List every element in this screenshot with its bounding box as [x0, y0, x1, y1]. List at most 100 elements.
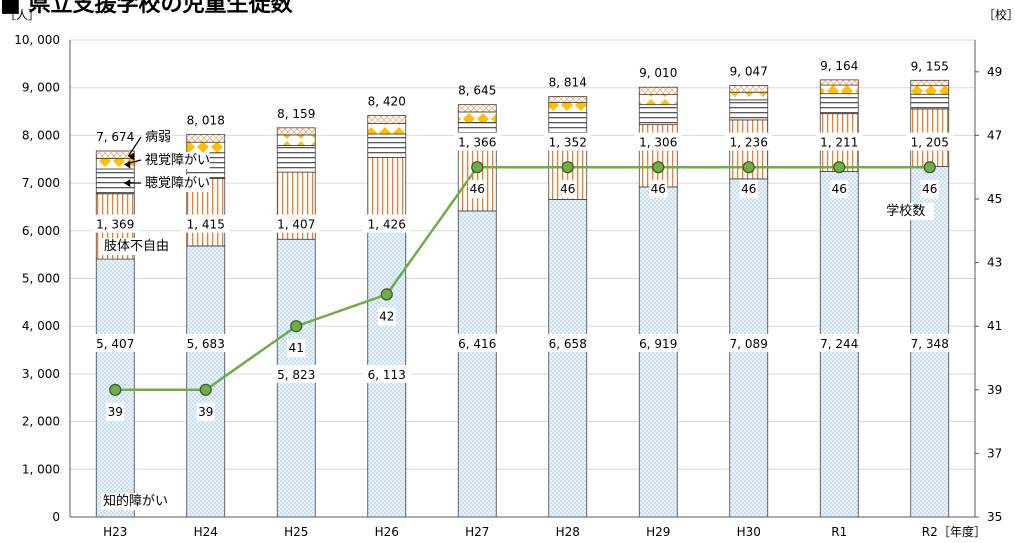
legend-visual: 視覚障がい [145, 153, 210, 168]
physical-value-label: 1, 407 [277, 218, 315, 232]
legend-visual-arrowhead [124, 160, 131, 169]
bar-segment-visual [548, 102, 588, 113]
physical-value-label-bg [544, 132, 592, 151]
school-count-label-bg [287, 339, 306, 358]
bar-segment-illness [276, 127, 316, 136]
x-tick-label: R1 [831, 525, 847, 539]
physical-value-label: 1, 369 [96, 218, 134, 232]
school-count-label-bg [106, 402, 125, 421]
bar-segment-visual [367, 123, 407, 135]
intellectual-value-label-bg [272, 364, 320, 383]
legend-illness: 病弱 [145, 130, 171, 145]
y-right-tick-label: 35 [987, 510, 1002, 524]
physical-value-label-bg [815, 132, 863, 151]
x-tick-label: H25 [284, 525, 308, 539]
intellectual-value-label-bg [91, 333, 139, 352]
x-tick-label: H24 [194, 525, 218, 539]
bar-segment-illness [638, 86, 678, 96]
school-count-label-bg [739, 180, 758, 199]
chart-title: ■ 県立支援学校の児童生徒数 [0, 0, 293, 17]
bar-segment-visual [186, 141, 226, 154]
bar-segment-illness [548, 96, 588, 103]
bar-segment-physical [367, 156, 407, 226]
legend-illness-arrow [127, 136, 142, 157]
y-right-tick-label: 39 [987, 383, 1002, 397]
legend-visual-bg [143, 152, 210, 169]
intellectual-value-label-bg [453, 333, 501, 352]
bar-segment-visual [910, 85, 950, 95]
school-count-label-bg [377, 307, 396, 326]
school-count-line [115, 165, 930, 392]
physical-value-label: 1, 366 [458, 136, 496, 150]
bar-segment-visual [457, 111, 497, 123]
school-count-label: 46 [832, 182, 847, 196]
legend-illness-arrowhead [128, 152, 135, 161]
intellectual-value-label-bg [182, 333, 230, 352]
y-left-tick-label: 2, 000 [22, 415, 60, 429]
school-count-label-bg [468, 180, 487, 199]
bar-segment-visual [638, 94, 678, 106]
school-count-marker [471, 161, 484, 174]
intellectual-value-label: 5, 407 [96, 337, 134, 351]
total-label: 8, 814 [549, 76, 587, 90]
legend-physical-bg [102, 238, 169, 255]
bar-segment-illness [729, 85, 769, 93]
physical-value-label-bg [453, 132, 501, 151]
school-count-label: 46 [470, 182, 485, 196]
school-count-label-bg [920, 180, 939, 199]
physical-value-label-bg [906, 132, 954, 151]
bar-segment-hearing [548, 112, 588, 136]
bar-segment-hearing [367, 133, 407, 158]
bar-segment-visual [819, 84, 859, 95]
legend-intellectual-bg [101, 493, 168, 510]
bar-segment-intellectual [638, 186, 678, 518]
intellectual-value-label-bg [544, 333, 592, 352]
y-left-unit: ［人］ [4, 8, 40, 22]
y-left-tick-label: 0 [52, 510, 60, 524]
y-right-tick-label: 43 [987, 256, 1002, 270]
intellectual-value-label-bg [725, 333, 773, 352]
school-count-marker [199, 383, 212, 396]
y-left-tick-label: 1, 000 [22, 462, 60, 476]
total-label: 8, 420 [368, 94, 406, 108]
intellectual-value-label-bg [815, 333, 863, 352]
y-right-tick-label: 47 [987, 128, 1002, 142]
physical-value-label: 1, 211 [820, 136, 858, 150]
physical-value-label-bg [182, 214, 230, 233]
y-left-tick-label: 6, 000 [22, 224, 60, 238]
physical-value-label: 1, 236 [730, 136, 768, 150]
x-tick-label: R2 [922, 525, 938, 539]
intellectual-value-label: 6, 658 [549, 337, 587, 351]
intellectual-value-label-bg [363, 364, 411, 383]
y-right-tick-label: 37 [987, 446, 1002, 460]
school-count-label: 46 [560, 182, 575, 196]
school-count-label-bg [649, 180, 668, 199]
school-count-label: 46 [922, 182, 937, 196]
bar-segment-illness [819, 79, 859, 86]
school-count-marker [109, 383, 122, 396]
school-count-label: 46 [741, 182, 756, 196]
y-left-tick-label: 9, 000 [22, 81, 60, 95]
intellectual-value-label: 7, 348 [911, 337, 949, 351]
x-axis-unit: ［年度］ [938, 524, 986, 539]
y-left-tick-label: 7, 000 [22, 176, 60, 190]
x-tick-label: H29 [646, 525, 670, 539]
line-name-label: 学校数 [886, 203, 925, 219]
physical-value-label: 1, 415 [187, 218, 225, 232]
total-label: 9, 155 [911, 59, 949, 73]
x-tick-label: H27 [465, 525, 489, 539]
school-count-marker [742, 161, 755, 174]
school-count-label-bg [558, 180, 577, 199]
physical-value-label-bg [725, 132, 773, 151]
total-label: 9, 164 [820, 59, 858, 73]
bar-segment-hearing [729, 99, 769, 121]
legend-intellectual: 知的障がい [103, 493, 168, 509]
physical-value-label: 1, 205 [911, 136, 949, 150]
bar-segment-hearing [910, 93, 950, 110]
x-tick-label: H28 [556, 525, 580, 539]
school-count-label-bg [830, 180, 849, 199]
y-right-tick-label: 49 [987, 65, 1002, 79]
school-count-marker [833, 161, 846, 174]
intellectual-value-label: 5, 683 [187, 337, 225, 351]
